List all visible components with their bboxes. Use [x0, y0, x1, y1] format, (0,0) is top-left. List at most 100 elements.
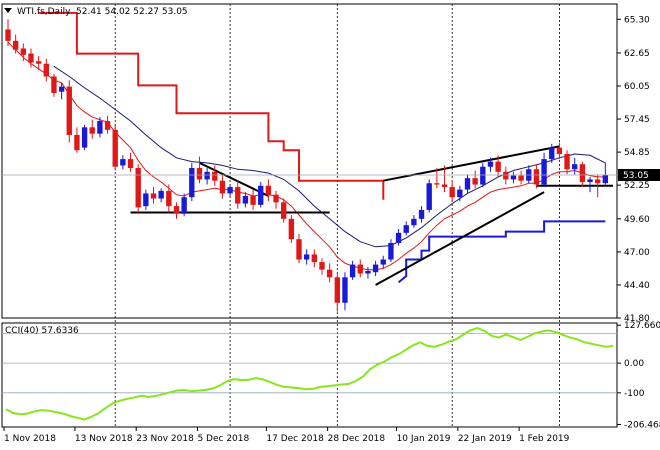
- candle-body: [219, 180, 226, 194]
- candle-body: [265, 185, 272, 195]
- candle-body: [434, 183, 440, 185]
- trend-line-2: [375, 191, 545, 286]
- candles: [5, 19, 609, 312]
- candle-body: [81, 127, 88, 148]
- time-tick-label: 13 Nov 2018: [75, 434, 133, 444]
- candle-body: [120, 159, 126, 166]
- candle-body: [572, 164, 578, 170]
- candle-body: [495, 161, 501, 172]
- price-tick-label: 54.85: [624, 148, 650, 158]
- candle-body: [5, 29, 11, 41]
- candle-body: [58, 86, 65, 92]
- candle-body: [388, 242, 394, 260]
- price-tick-label: 60.05: [624, 82, 650, 92]
- candle-body: [281, 202, 287, 219]
- slow-moving-average: [53, 65, 606, 248]
- candle-body: [135, 167, 141, 208]
- upper-stop-line: [38, 11, 385, 200]
- candle-body: [28, 53, 34, 63]
- candle-body: [564, 154, 570, 170]
- cci-panel-border: [1, 322, 618, 428]
- candle-body: [212, 171, 218, 181]
- trend-line-3: [383, 145, 560, 182]
- candle-body: [242, 195, 249, 204]
- candle-body: [66, 86, 72, 135]
- candle-body: [541, 159, 547, 185]
- candle-body: [158, 190, 164, 199]
- candle-body: [112, 129, 118, 167]
- grid-lines: [114, 4, 560, 427]
- candle-body: [296, 239, 302, 260]
- candle-body: [181, 197, 187, 214]
- candle-body: [595, 179, 601, 184]
- candle-body: [319, 262, 325, 270]
- candle-body: [35, 61, 42, 64]
- current-price-tag: [618, 168, 660, 181]
- candle-body: [258, 185, 264, 205]
- candle-body: [457, 189, 463, 198]
- candle-body: [403, 225, 409, 233]
- stop-lines: [38, 11, 606, 284]
- price-panel-border: [1, 3, 618, 319]
- candle-body: [372, 264, 379, 273]
- price-tick-label: 41.80: [624, 314, 650, 324]
- candle-body: [411, 218, 417, 226]
- candle-body: [311, 254, 318, 263]
- candle-body: [43, 63, 49, 77]
- candle-body: [12, 40, 19, 50]
- candle-body: [549, 147, 555, 160]
- price-tick-label: 44.40: [624, 281, 650, 291]
- chart-menu-icon[interactable]: [4, 8, 12, 13]
- candle-body: [503, 171, 509, 180]
- candle-body: [334, 277, 340, 303]
- candle-body: [487, 161, 494, 167]
- candle-body: [441, 184, 448, 188]
- cci-tick-label: -100: [624, 389, 645, 399]
- candle-body: [480, 166, 486, 185]
- candle-body: [602, 174, 609, 184]
- cci-label: CCI(40) 57.6336: [5, 326, 79, 336]
- price-tick-label: 49.60: [624, 215, 650, 225]
- cci-line: [5, 327, 614, 421]
- candle-body: [426, 183, 432, 210]
- candle-body: [288, 218, 295, 240]
- candle-body: [97, 120, 103, 134]
- price-tick-label: 52.25: [624, 181, 650, 191]
- cci-panel: 127.6609 0.00 -100 -206.4682: [2, 321, 660, 430]
- candle-body: [418, 209, 425, 219]
- candle-body: [464, 178, 471, 190]
- candle-body: [303, 254, 310, 260]
- candle-body: [349, 264, 356, 278]
- price-tick-label: 47.00: [624, 248, 650, 258]
- time-tick-label: 10 Jan 2019: [397, 434, 451, 444]
- candle-body: [533, 169, 540, 185]
- candle-body: [587, 179, 593, 182]
- price-panel: [1, 3, 618, 428]
- candle-body: [74, 134, 80, 151]
- candle-body: [510, 175, 517, 180]
- candle-body: [89, 127, 95, 134]
- trend-line-0: [199, 162, 269, 197]
- candle-body: [150, 193, 157, 199]
- candle-body: [173, 206, 180, 214]
- symbol-label: WTI.fs,Daily: [17, 7, 71, 17]
- candle-body: [365, 270, 371, 274]
- candle-body: [326, 269, 333, 278]
- candle-body: [556, 147, 563, 155]
- candle-body: [518, 175, 524, 181]
- lower-stop-line: [397, 220, 606, 284]
- time-axis: 1 Nov 2018 13 Nov 2018 23 Nov 2018 5 Dec 20…: [3, 427, 570, 444]
- price-tick-label: 65.30: [624, 15, 650, 25]
- time-tick-label: 1 Nov 2018: [4, 434, 56, 444]
- candle-body: [342, 277, 348, 303]
- candle-body: [449, 187, 455, 198]
- price-axis: 65.30 62.65 60.05 57.45 54.85 52.25 49.60 47.00…: [2, 15, 660, 324]
- candle-body: [472, 178, 478, 185]
- candle-body: [189, 167, 195, 198]
- time-tick-label: 28 Dec 2018: [328, 434, 386, 444]
- candle-body: [250, 195, 256, 205]
- candle-body: [235, 187, 241, 204]
- cci-tick-label: 0.00: [624, 359, 644, 369]
- candle-body: [395, 232, 402, 243]
